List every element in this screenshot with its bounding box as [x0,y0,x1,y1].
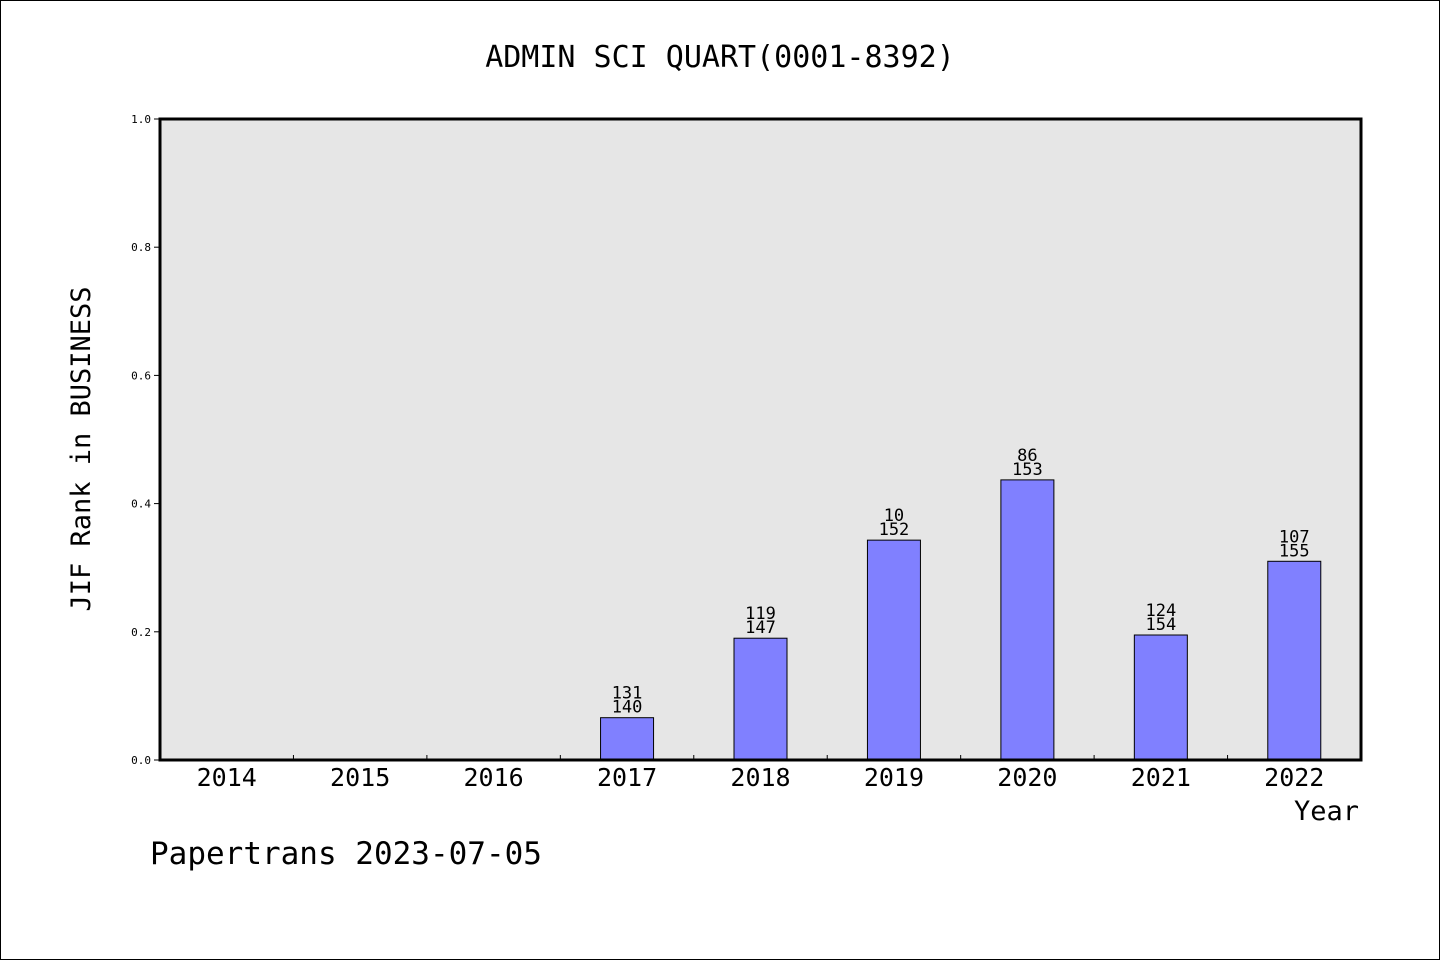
bar [1000,479,1055,761]
y-tick-label: 0.8 [131,241,151,254]
x-axis-label: Year [1294,796,1359,827]
x-tick-label: 2021 [1131,763,1191,792]
x-tick-label: 2022 [1264,763,1324,792]
bar-label-rank: 107 [1279,527,1310,547]
x-tick-label: 2014 [197,763,257,792]
bar-label-total: 140 [612,698,643,718]
bar-label-rank: 131 [612,684,643,704]
axis-layer: 2014 2015 2016 2017 2018 2019 2020 2021 2022 0.0 0… [131,113,1324,792]
y-tick-label: 0.4 [131,498,151,511]
bar-label-total: 153 [1012,460,1043,480]
chart-title: ADMIN SCI QUART(0001-8392) [485,40,955,75]
bar [866,539,921,761]
bar-label-total: 155 [1279,541,1310,561]
bar [1267,560,1322,761]
x-tick-label: 2019 [864,763,924,792]
bar [1133,634,1188,761]
bar-label-total: 147 [745,618,776,638]
x-tick-label: 2020 [997,763,1057,792]
bar-label-rank: 119 [745,604,776,624]
y-tick-label: 0.6 [131,369,151,382]
x-tick-label: 2017 [597,763,657,792]
bar [733,637,788,761]
bar [600,717,655,761]
bar-label-total: 152 [879,520,910,540]
y-tick-label: 0.2 [131,626,151,639]
y-axis-label: JIF Rank in BUSINESS [66,286,97,611]
x-tick-label: 2015 [330,763,390,792]
bar-label-rank: 86 [1017,446,1037,466]
x-tick-label: 2018 [730,763,790,792]
bar-label-rank: 124 [1145,601,1176,621]
y-tick-label: 1.0 [131,113,151,126]
y-tick-label: 0.0 [131,754,151,767]
x-tick-label: 2016 [464,763,524,792]
bar-label-total: 154 [1145,615,1176,635]
bar-label-rank: 10 [884,506,904,526]
plot-border [158,117,1363,762]
footer-text: Papertrans 2023-07-05 [150,836,542,872]
